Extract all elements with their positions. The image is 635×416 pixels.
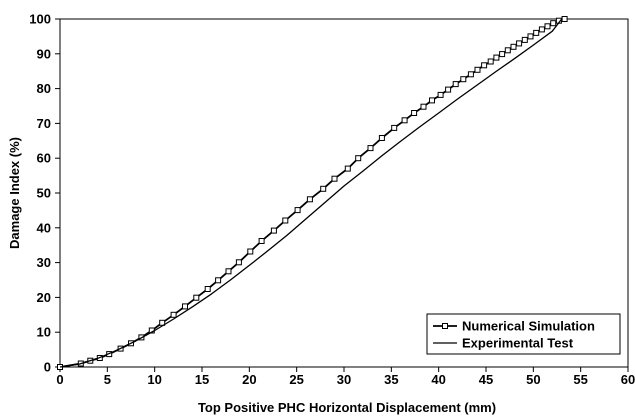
- data-point-marker: [282, 217, 289, 224]
- x-tick-label: 20: [242, 372, 256, 387]
- data-point-marker: [521, 36, 528, 43]
- data-point-marker: [499, 51, 506, 58]
- x-tick-label: 10: [147, 372, 161, 387]
- x-tick-label: 0: [56, 372, 63, 387]
- series-line-experimental-test: [59, 18, 563, 368]
- x-tick-label: 50: [526, 372, 540, 387]
- data-point-marker: [544, 23, 551, 30]
- x-tick-label: 60: [621, 372, 635, 387]
- data-point-marker: [452, 81, 459, 88]
- data-point-marker: [533, 29, 540, 36]
- data-point-marker: [258, 238, 265, 244]
- x-tick-label: 25: [289, 372, 303, 387]
- data-point-marker: [182, 303, 188, 310]
- y-tick-label: 50: [37, 186, 51, 201]
- y-tick-label: 10: [37, 325, 51, 340]
- x-tick-label: 30: [337, 372, 351, 387]
- data-point-marker: [193, 294, 200, 301]
- data-point-marker: [474, 66, 481, 73]
- legend-label: Numerical Simulation: [462, 319, 595, 334]
- data-point-marker: [367, 145, 374, 152]
- legend-swatch-marker: [442, 323, 448, 329]
- data-point-marker: [391, 124, 398, 131]
- data-point-marker: [420, 103, 427, 110]
- y-tick-label: 40: [37, 220, 51, 235]
- data-point-marker: [215, 277, 222, 284]
- data-point-marker: [504, 47, 511, 54]
- data-point-marker: [170, 311, 177, 318]
- data-point-marker: [320, 185, 327, 192]
- data-point-marker: [355, 155, 362, 162]
- data-point-marker: [225, 268, 232, 275]
- data-point-marker: [445, 86, 452, 93]
- y-tick-label: 90: [37, 46, 51, 61]
- data-point-marker: [270, 227, 277, 234]
- data-point-marker: [561, 16, 568, 22]
- y-tick-label: 60: [37, 151, 51, 166]
- y-tick-label: 20: [37, 290, 51, 305]
- data-point-marker: [331, 175, 338, 182]
- y-tick-label: 80: [37, 81, 51, 96]
- y-axis-title: Damage Index (%): [7, 137, 22, 249]
- data-point-marker: [235, 259, 242, 266]
- data-point-marker: [204, 286, 211, 292]
- series-layer: [57, 16, 568, 370]
- data-point-marker: [460, 76, 467, 83]
- data-point-marker: [294, 207, 301, 214]
- data-point-marker: [527, 33, 534, 40]
- y-tick-label: 100: [29, 12, 51, 27]
- data-point-marker: [516, 40, 523, 47]
- legend-label: Experimental Test: [462, 336, 574, 351]
- y-tick-label: 0: [44, 360, 51, 375]
- y-axis-ticks: 0 10 20 30 40 50 60 70 80 90 100: [29, 12, 60, 375]
- data-point-marker: [481, 62, 488, 69]
- data-point-marker: [429, 97, 435, 104]
- x-tick-label: 40: [431, 372, 445, 387]
- x-tick-label: 35: [384, 372, 398, 387]
- data-point-marker: [437, 91, 444, 98]
- data-point-marker: [306, 196, 313, 203]
- data-point-marker: [538, 26, 545, 33]
- legend: Numerical Simulation Experimental Test: [426, 313, 621, 355]
- legend-box: [426, 313, 621, 355]
- data-point-marker: [378, 135, 385, 141]
- x-axis-title: Top Positive PHC Horizontal Displacement…: [198, 400, 496, 415]
- data-point-marker: [493, 54, 500, 61]
- data-point-marker: [411, 110, 418, 116]
- data-point-marker: [247, 248, 254, 255]
- x-tick-label: 55: [573, 372, 587, 387]
- data-point-marker: [510, 43, 517, 50]
- data-point-marker: [550, 20, 557, 27]
- y-tick-label: 30: [37, 255, 51, 270]
- x-axis-ticks: 0 5 10 15 20 25 30 35 40 45 50 55 60: [56, 367, 635, 387]
- data-point-marker: [344, 165, 351, 172]
- x-tick-label: 15: [195, 372, 209, 387]
- data-point-marker: [467, 71, 474, 78]
- data-point-marker: [401, 117, 408, 124]
- x-tick-label: 5: [104, 372, 111, 387]
- x-tick-label: 45: [479, 372, 493, 387]
- data-point-marker: [487, 58, 494, 65]
- y-tick-label: 70: [37, 116, 51, 131]
